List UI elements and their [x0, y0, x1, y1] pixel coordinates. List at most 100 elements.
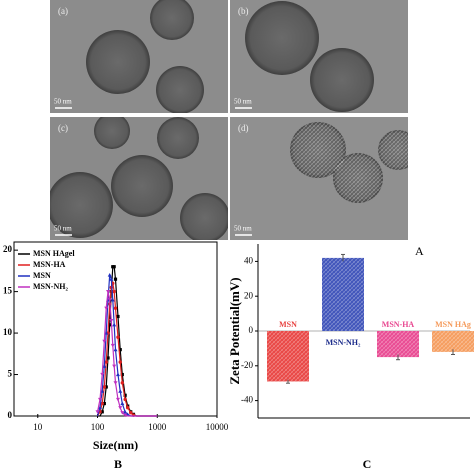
scale-label: 50 nm [54, 225, 72, 233]
marker [120, 411, 125, 415]
particles [245, 1, 374, 112]
marker [123, 397, 127, 402]
bar-label: MSN HAg [435, 320, 471, 329]
tem-labels: (a) 50 nm (b) 50 nm (c) 50 nm (d) 50 nm [54, 6, 252, 236]
series-line [97, 266, 158, 417]
y-tick-label: 0 [249, 325, 254, 335]
scale-label: 50 nm [234, 225, 252, 233]
marker [118, 406, 123, 410]
legend-label: MSN HAgel [33, 249, 75, 258]
y-tick-label: -40 [241, 395, 253, 405]
bar-texture [377, 331, 419, 358]
tem-label: (c) [58, 123, 68, 133]
x-axis-title: Size(nm) [93, 438, 138, 452]
marker [118, 348, 122, 352]
size-chart: 0 5 10 15 20 10 100 1000 10000 Size(nm) MSN HAgel M… [3, 241, 229, 452]
bar-texture [267, 331, 309, 382]
marker [123, 409, 128, 414]
particles [290, 122, 408, 203]
y-tick-label: 10 [3, 327, 13, 337]
marker [109, 277, 114, 281]
y-tick-label: 40 [244, 255, 254, 265]
y-tick-label: 20 [244, 290, 254, 300]
marker [104, 306, 109, 311]
marker [100, 372, 105, 377]
y-tick-label: 0 [8, 410, 13, 420]
zeta-chart: -40 -20 0 20 40 Zeta Potential(mV) MSN MSN-NH₂ M… [227, 244, 474, 419]
particles [50, 117, 228, 240]
marker [107, 298, 112, 302]
marker [112, 364, 117, 369]
marker [113, 277, 118, 281]
series-line [96, 274, 158, 417]
marker [97, 405, 102, 410]
legend-label: MSN [33, 271, 51, 280]
bar-texture [432, 331, 474, 352]
marker [120, 401, 125, 406]
x-tick-label: 10000 [206, 422, 229, 432]
marker [112, 322, 117, 327]
bar-texture [322, 257, 364, 331]
scale-label: 50 nm [54, 98, 72, 106]
panel-label: A [415, 244, 424, 258]
y-tick-label: 15 [3, 286, 13, 296]
marker [112, 265, 116, 269]
legend-label: MSN-NH₂ [33, 282, 68, 291]
marker [123, 413, 128, 418]
marker [104, 385, 108, 389]
series-line [96, 291, 158, 417]
marker [118, 360, 122, 364]
bar-label: MSN-HA [382, 320, 415, 329]
legend-label: MSN-HA [33, 260, 66, 269]
marker [116, 314, 120, 319]
marker [110, 297, 115, 302]
marker [104, 360, 108, 364]
tem-label: (b) [238, 6, 249, 16]
marker [118, 389, 123, 393]
marker [125, 406, 130, 410]
marker [112, 289, 116, 294]
x-tick-label: 1000 [148, 422, 167, 432]
x-tick-label: 100 [91, 422, 105, 432]
marker [102, 364, 107, 368]
scale-label: 50 nm [234, 98, 252, 106]
marker [95, 410, 100, 414]
marker [123, 393, 127, 397]
panel-label: B [114, 457, 122, 471]
marker [113, 381, 118, 385]
bar-label: MSN [279, 320, 297, 329]
marker [97, 397, 102, 402]
marker [106, 356, 110, 360]
tem-label: (d) [238, 123, 249, 133]
y-tick-label: -20 [241, 360, 253, 370]
marker [100, 401, 104, 406]
marker [102, 401, 106, 406]
marker [106, 290, 111, 294]
y-tick-label: 5 [8, 369, 13, 379]
tem-label: (a) [58, 6, 68, 16]
marker [110, 343, 115, 348]
marker [100, 410, 104, 414]
marker [115, 397, 120, 402]
marker [116, 335, 120, 339]
bar-label: MSN-NH₂ [326, 338, 361, 347]
marker [113, 306, 118, 310]
marker [115, 372, 120, 377]
marker [120, 381, 125, 385]
marker [109, 319, 114, 323]
y-tick-label: 20 [3, 244, 13, 254]
marker [102, 339, 107, 344]
particles [86, 0, 204, 113]
marker [102, 385, 107, 389]
marker [113, 347, 118, 352]
plot-frame [13, 241, 218, 417]
marker [107, 273, 112, 277]
x-tick-label: 10 [33, 422, 43, 432]
y-axis-title: Zeta Potential(mV) [227, 277, 242, 384]
tem-images [50, 0, 408, 240]
marker [125, 412, 130, 416]
marker [120, 372, 124, 377]
marker [108, 323, 112, 327]
marker [129, 410, 133, 415]
